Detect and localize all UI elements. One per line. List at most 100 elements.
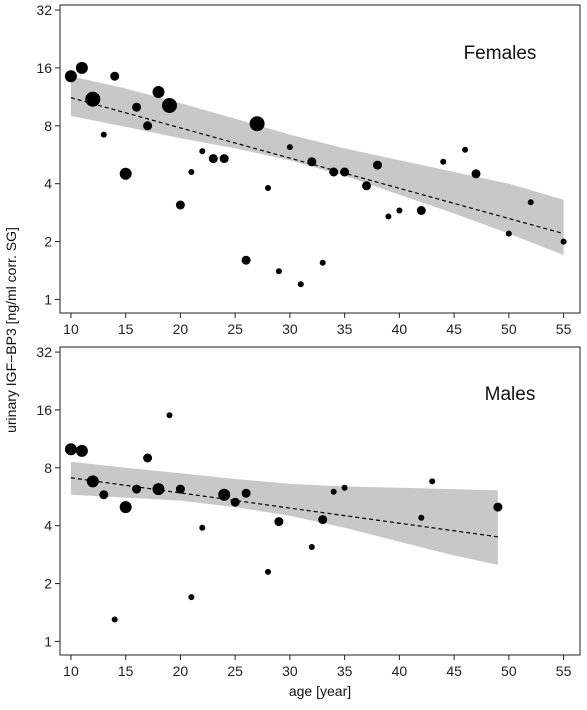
x-tick-label: 30 — [282, 321, 298, 337]
plot-frame-males — [59, 346, 581, 656]
data-point — [166, 412, 173, 419]
data-point — [362, 181, 371, 191]
trend-line-females — [70, 97, 564, 235]
trend-line — [70, 477, 498, 538]
panel-females: Females 1 2 4 8 16 32 10 15 20 25 30 35 40 45 50 55 — [36, 2, 581, 337]
data-point — [64, 443, 77, 456]
data-point — [471, 169, 481, 179]
y-tick-label: 32 — [36, 2, 52, 18]
x-tick-label: 55 — [556, 663, 572, 679]
data-point — [218, 488, 231, 501]
data-point — [341, 484, 348, 491]
trend-line — [70, 97, 564, 235]
data-point — [416, 206, 426, 215]
data-point — [175, 484, 185, 494]
x-tick-label: 50 — [501, 321, 517, 337]
data-point — [462, 146, 469, 153]
y-axis-females: 1 2 4 8 16 32 — [36, 2, 60, 307]
data-point — [318, 515, 328, 525]
x-tick-label: 35 — [337, 663, 353, 679]
data-point — [75, 61, 88, 74]
data-point — [64, 70, 77, 83]
data-point — [440, 158, 447, 165]
x-axis-females: 10 15 20 25 30 35 40 45 50 55 — [63, 313, 572, 337]
x-tick-label: 10 — [63, 663, 79, 679]
data-point — [249, 116, 265, 132]
data-point — [297, 281, 304, 288]
x-tick-label: 10 — [63, 321, 79, 337]
x-tick-label: 50 — [501, 663, 517, 679]
data-point — [385, 213, 392, 220]
points-males — [64, 412, 503, 623]
data-point — [286, 144, 293, 151]
data-point — [330, 488, 337, 495]
y-tick-label: 1 — [44, 291, 52, 307]
y-tick-label: 4 — [44, 176, 52, 192]
y-axis-males: 1 2 4 8 16 32 — [36, 344, 60, 649]
data-point — [274, 517, 284, 527]
data-point — [119, 167, 132, 180]
data-point — [75, 444, 88, 457]
data-point — [175, 200, 185, 210]
x-tick-label: 15 — [118, 321, 134, 337]
y-tick-label: 16 — [36, 402, 52, 418]
points-females — [64, 61, 567, 288]
data-point — [111, 616, 118, 623]
confidence-band-area — [70, 461, 498, 565]
x-tick-label: 20 — [173, 663, 189, 679]
data-point — [219, 154, 229, 164]
data-point — [230, 497, 240, 507]
confidence-band-males — [70, 461, 498, 565]
data-point — [199, 148, 206, 155]
data-point — [132, 102, 142, 112]
y-tick-label: 2 — [44, 576, 52, 592]
y-axis-label: urinary IGF−BP3 [ng/ml corr. SG] — [3, 227, 19, 433]
data-point — [99, 490, 109, 500]
data-point — [241, 255, 251, 265]
panel-title-males: Males — [485, 384, 536, 405]
x-tick-label: 40 — [392, 663, 408, 679]
data-point — [143, 121, 153, 131]
data-point — [340, 167, 350, 177]
data-point — [560, 238, 567, 245]
data-point — [143, 453, 153, 463]
data-point — [308, 544, 315, 550]
data-point — [493, 502, 503, 512]
x-tick-label: 45 — [446, 321, 462, 337]
y-tick-label: 32 — [36, 344, 52, 360]
data-point — [199, 524, 206, 531]
data-point — [373, 160, 382, 170]
y-tick-label: 8 — [44, 460, 52, 476]
data-point — [85, 91, 101, 107]
data-point — [396, 207, 403, 214]
data-point — [505, 230, 512, 237]
panel-title-females: Females — [464, 43, 537, 64]
x-tick-label: 40 — [392, 321, 408, 337]
x-tick-label: 15 — [118, 663, 134, 679]
data-point — [319, 259, 326, 266]
x-tick-label: 45 — [446, 663, 462, 679]
x-tick-label: 30 — [282, 663, 298, 679]
data-point — [152, 483, 165, 496]
data-point — [265, 185, 271, 191]
data-point — [418, 514, 425, 521]
data-point — [162, 98, 177, 113]
y-tick-label: 4 — [44, 518, 52, 534]
y-tick-label: 2 — [44, 234, 52, 250]
x-axis-label: age [year] — [289, 683, 351, 699]
data-point — [275, 268, 282, 275]
data-point — [265, 568, 271, 575]
data-point — [119, 501, 132, 514]
y-tick-label: 1 — [44, 633, 52, 649]
x-tick-label: 25 — [227, 663, 243, 679]
data-point — [86, 475, 99, 488]
data-point — [152, 86, 165, 98]
data-point — [110, 71, 120, 81]
x-tick-label: 35 — [337, 321, 353, 337]
y-tick-label: 16 — [36, 60, 52, 76]
data-point — [307, 157, 317, 167]
data-point — [132, 484, 142, 494]
data-point — [100, 131, 107, 138]
data-point — [329, 167, 339, 177]
